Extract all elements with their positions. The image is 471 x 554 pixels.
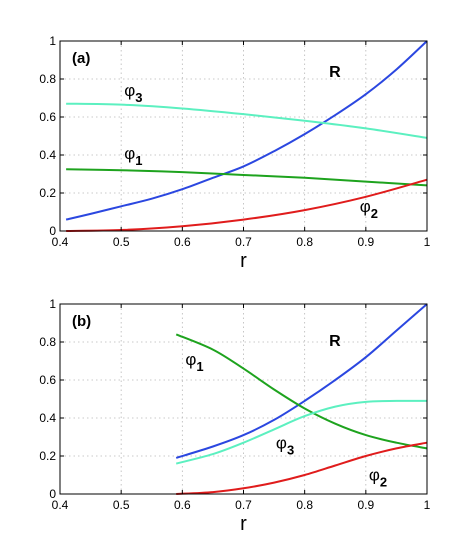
panel-label: (a) <box>72 50 90 67</box>
series-label-symbol: φ <box>369 466 380 485</box>
x-tick-label: 0.6 <box>174 498 191 512</box>
series-label-symbol: φ <box>276 433 287 452</box>
x-axis-label: r <box>240 513 247 535</box>
y-tick-label: 0.2 <box>39 449 56 463</box>
series-label-symbol: φ <box>360 197 371 216</box>
x-tick-label: 0.5 <box>113 235 130 249</box>
y-tick-label: 0.2 <box>39 186 56 200</box>
series-label-symbol: R <box>329 333 341 350</box>
series-label-subscript: 3 <box>287 442 294 457</box>
series-label-subscript: 3 <box>135 90 142 105</box>
series-label-r: R <box>329 64 341 81</box>
panel-b: 0.4 0.5 0.6 0.7 0.8 0.9 100.20.40.60.81r(b)Rφ1… <box>39 297 430 535</box>
panel-label: (b) <box>72 313 91 330</box>
series-label-symbol: R <box>329 64 341 81</box>
x-tick-label: 0.8 <box>296 235 313 249</box>
series-label-phi3: φ3 <box>124 81 142 105</box>
y-tick-label: 1 <box>49 34 56 48</box>
series-label-subscript: 1 <box>135 153 142 168</box>
series-label-subscript: 1 <box>196 359 203 374</box>
y-tick-label: 0.6 <box>39 110 56 124</box>
y-tick-label: 0.8 <box>39 335 56 349</box>
series-line-phi2 <box>176 441 428 495</box>
y-tick-label: 1 <box>49 297 56 311</box>
series-label-symbol: φ <box>124 144 135 163</box>
x-tick-label: 1 <box>424 235 431 249</box>
series-label-subscript: 2 <box>371 206 378 221</box>
y-tick-label: 0.8 <box>39 72 56 86</box>
series-label-symbol: φ <box>124 81 135 100</box>
x-axis-label: r <box>240 250 247 272</box>
x-tick-label: 0.9 <box>357 498 374 512</box>
series-line-r <box>65 40 428 221</box>
y-tick-label: 0.4 <box>39 411 56 425</box>
series-label-symbol: φ <box>185 350 196 369</box>
series-line-phi1 <box>66 168 428 187</box>
series-line-phi1 <box>175 333 428 450</box>
series-line-phi3 <box>66 102 428 139</box>
panel-a: 0.4 0.5 0.6 0.7 0.8 0.9 100.20.40.60.81r(a)Rφ3… <box>39 34 430 272</box>
y-tick-label: 0.4 <box>39 148 56 162</box>
x-tick-label: 0.5 <box>113 498 130 512</box>
series-line-phi3 <box>175 399 428 465</box>
x-tick-label: 0.4 <box>52 498 69 512</box>
series-line-r <box>175 303 428 459</box>
x-tick-label: 0.7 <box>235 235 252 249</box>
x-tick-label: 0.6 <box>174 235 191 249</box>
series-label-phi2: φ2 <box>369 466 387 490</box>
y-tick-label: 0 <box>49 224 56 238</box>
series-label-phi1: φ1 <box>124 144 142 168</box>
x-tick-label: 0.7 <box>235 498 252 512</box>
series-label-phi2: φ2 <box>360 197 378 221</box>
x-tick-label: 0.9 <box>357 235 374 249</box>
x-tick-label: 0.4 <box>52 235 69 249</box>
x-tick-label: 0.8 <box>296 498 313 512</box>
series-label-r: R <box>329 333 341 350</box>
series-label-subscript: 2 <box>380 475 387 490</box>
y-tick-label: 0.6 <box>39 373 56 387</box>
x-tick-label: 1 <box>424 498 431 512</box>
series-label-phi3: φ3 <box>276 433 294 457</box>
y-tick-label: 0 <box>49 487 56 501</box>
series-label-phi1: φ1 <box>185 350 203 374</box>
